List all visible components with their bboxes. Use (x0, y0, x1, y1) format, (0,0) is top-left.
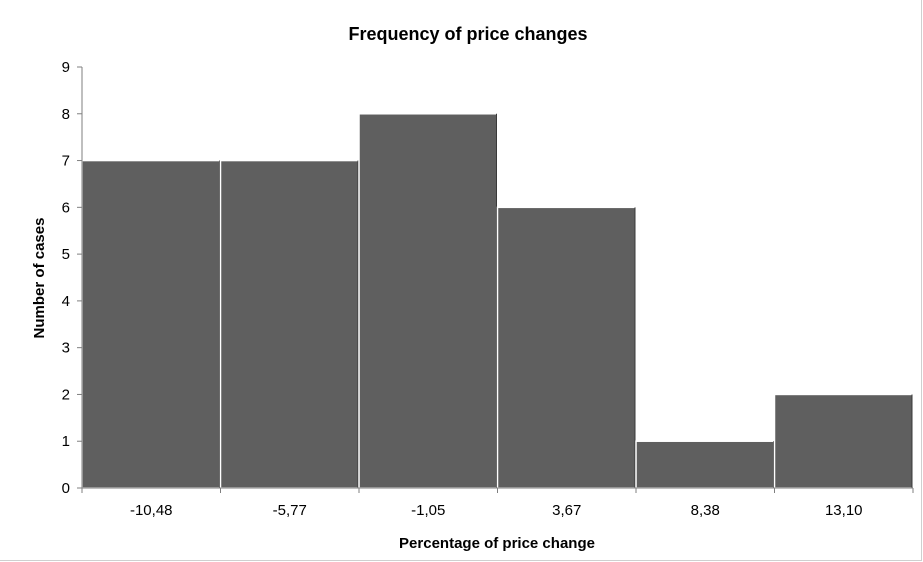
x-tick-label-4: 8,38 (691, 502, 720, 519)
bar-3 (496, 206, 637, 489)
y-tick-label-2: 2 (62, 386, 70, 403)
y-axis-label: Number of cases (31, 218, 48, 339)
bar-2 (358, 113, 499, 489)
chart-title: Frequency of price changes (348, 24, 587, 44)
bar-5 (773, 393, 914, 489)
bars-group (81, 113, 914, 489)
y-axis: 0 1 2 3 4 5 6 7 8 9 (62, 59, 83, 497)
y-tick-label-8: 8 (62, 106, 70, 123)
y-tick-label-9: 9 (62, 59, 70, 76)
bar-4 (635, 440, 776, 489)
x-axis-label: Percentage of price change (399, 535, 595, 552)
y-tick-label-3: 3 (62, 340, 70, 357)
x-axis: -10,48 -5,77 -1,05 3,67 8,38 13,10 (81, 487, 914, 519)
x-tick-label-1: -5,77 (273, 502, 307, 519)
y-tick-label-5: 5 (62, 246, 70, 263)
y-tick-label-6: 6 (62, 199, 70, 216)
x-tick-label-3: 3,67 (552, 502, 581, 519)
x-tick-label-2: -1,05 (411, 502, 445, 519)
bar-0 (81, 159, 222, 489)
x-tick-label-0: -10,48 (130, 502, 173, 519)
x-tick-label-5: 13,10 (825, 502, 863, 519)
y-tick-label-7: 7 (62, 153, 70, 170)
y-tick-label-0: 0 (62, 480, 70, 497)
y-tick-label-4: 4 (62, 293, 70, 310)
y-tick-label-1: 1 (62, 433, 70, 450)
bar-1 (219, 159, 360, 489)
